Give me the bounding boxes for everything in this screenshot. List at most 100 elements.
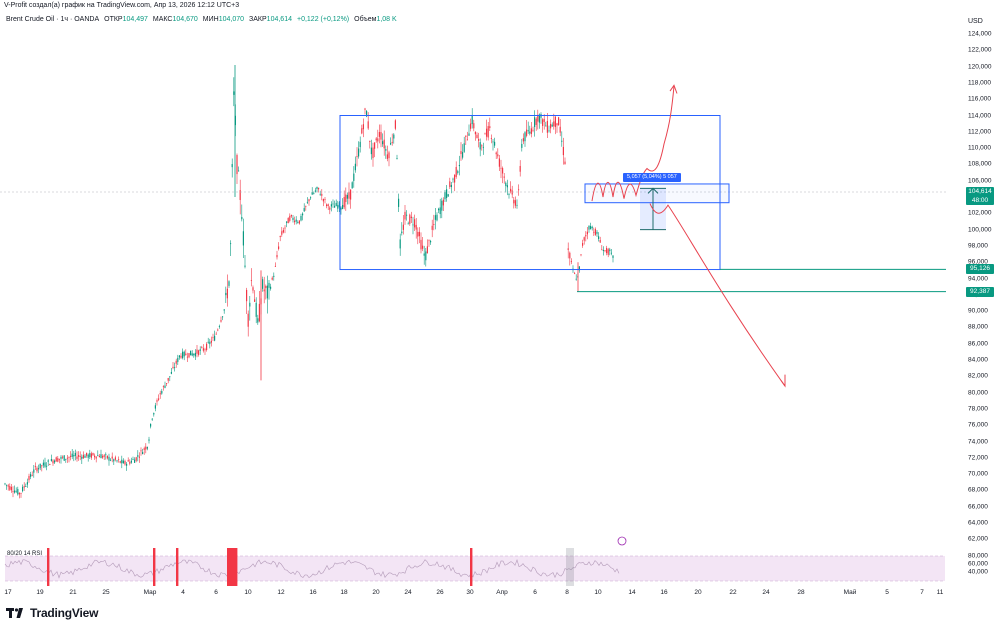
candle-body: [447, 194, 449, 197]
rsi-pane: [4, 548, 945, 586]
candle-body: [46, 465, 48, 467]
candle-body: [423, 253, 425, 256]
candle-body: [170, 372, 172, 374]
currency-label[interactable]: USD: [968, 18, 983, 25]
candle-body: [551, 124, 553, 127]
candle-body: [386, 154, 388, 159]
volume-value: 1,08 K: [376, 16, 397, 23]
candle-body: [410, 216, 412, 218]
candle-body: [289, 215, 291, 221]
candle-body: [220, 320, 222, 322]
candle-body: [433, 223, 435, 225]
candle-body: [321, 194, 323, 196]
rsi-indicator-label[interactable]: 80/20 14 RSI: [7, 551, 43, 557]
candle-body: [188, 353, 190, 358]
candle-body: [244, 265, 246, 267]
candle-body: [116, 460, 118, 462]
candle-body: [190, 350, 192, 356]
candle-body: [284, 227, 286, 229]
time-tick: 28: [797, 589, 805, 596]
candle-body: [425, 251, 427, 261]
price-tick: 98,000: [968, 242, 988, 250]
candle-body: [586, 231, 588, 235]
symbol-legend[interactable]: Brent Crude Oil · 1ч · OANDA ОТКР104,497…: [6, 16, 397, 23]
candle-body: [306, 201, 308, 203]
candle-body: [390, 143, 392, 145]
candle-body: [356, 156, 358, 157]
candle-body: [98, 455, 100, 458]
candle-body: [481, 145, 483, 147]
candle-body: [111, 456, 113, 459]
candle-body: [250, 280, 252, 281]
candle-body: [94, 455, 96, 458]
candle-body: [554, 116, 556, 128]
candle-body: [233, 91, 235, 95]
candle-body: [524, 132, 526, 142]
close-label: ЗАКР: [249, 16, 267, 23]
candle-body: [162, 386, 164, 388]
candle-body: [274, 265, 276, 267]
high-label: МАКС: [152, 16, 173, 23]
candle-body: [130, 460, 132, 463]
candle-body: [39, 463, 41, 469]
candle-body: [135, 457, 137, 461]
candle-body: [129, 461, 131, 464]
candle-body: [108, 456, 110, 461]
price-chart-canvas[interactable]: [0, 0, 946, 600]
candle-body: [63, 455, 65, 461]
candle-body: [585, 234, 587, 237]
price-axis[interactable]: 124,000 122,000 120,000 118,000 116,000 114,0…: [946, 0, 1000, 600]
candle-body: [332, 203, 334, 205]
candle-body: [172, 366, 174, 368]
price-tick: 90,000: [968, 307, 988, 315]
time-tick: 30: [466, 589, 474, 596]
candle-body: [31, 475, 33, 477]
candle-body: [20, 492, 22, 494]
candle-body: [300, 216, 302, 221]
candle-body: [452, 178, 454, 180]
candle-body: [278, 246, 280, 249]
symbol-title[interactable]: Brent Crude Oil · 1ч · OANDA: [6, 16, 100, 23]
candle-body: [82, 454, 84, 459]
price-tick: 112,000: [968, 128, 992, 136]
time-tick: 12: [277, 589, 285, 596]
candle-body: [372, 147, 374, 159]
candle-body: [561, 140, 563, 142]
candle-body: [303, 208, 305, 212]
time-axis[interactable]: 17 19 21 25 Мар 4 6 10 12 16 18 20 24 26 30 Апр 6 8 10 14 16…: [0, 586, 946, 600]
tradingview-logo: TradingView: [6, 606, 98, 620]
candle-body: [78, 455, 80, 457]
candle-body: [121, 459, 123, 464]
candle-body: [462, 152, 464, 158]
candle-body: [10, 486, 12, 491]
candle-body: [298, 220, 300, 224]
candle-body: [204, 349, 206, 351]
candle-body: [412, 224, 414, 226]
candle-body: [439, 207, 441, 215]
candle-body: [420, 239, 422, 250]
candle-body: [254, 299, 256, 302]
candle-body: [247, 313, 249, 327]
candle-body: [490, 138, 492, 139]
candle-body: [559, 126, 561, 133]
candle-body: [466, 139, 468, 141]
candle-body: [54, 460, 56, 463]
low-value: 104,070: [218, 16, 245, 23]
candle-body: [62, 456, 64, 458]
candle-body: [516, 204, 518, 206]
candle-body: [508, 194, 510, 195]
time-tick: 24: [762, 589, 770, 596]
candle-body: [36, 467, 38, 472]
candle-body: [454, 174, 456, 183]
candle-body: [548, 130, 550, 132]
candle-body: [369, 140, 371, 142]
candle-body: [49, 464, 51, 465]
candle-body: [537, 114, 539, 122]
candle-body: [514, 200, 516, 206]
candle-body: [324, 198, 326, 200]
candle-body: [556, 123, 558, 126]
candle-body: [214, 335, 216, 341]
candle-body: [391, 141, 393, 144]
rsi-band-fill: [5, 556, 945, 581]
candle-body: [612, 255, 614, 258]
